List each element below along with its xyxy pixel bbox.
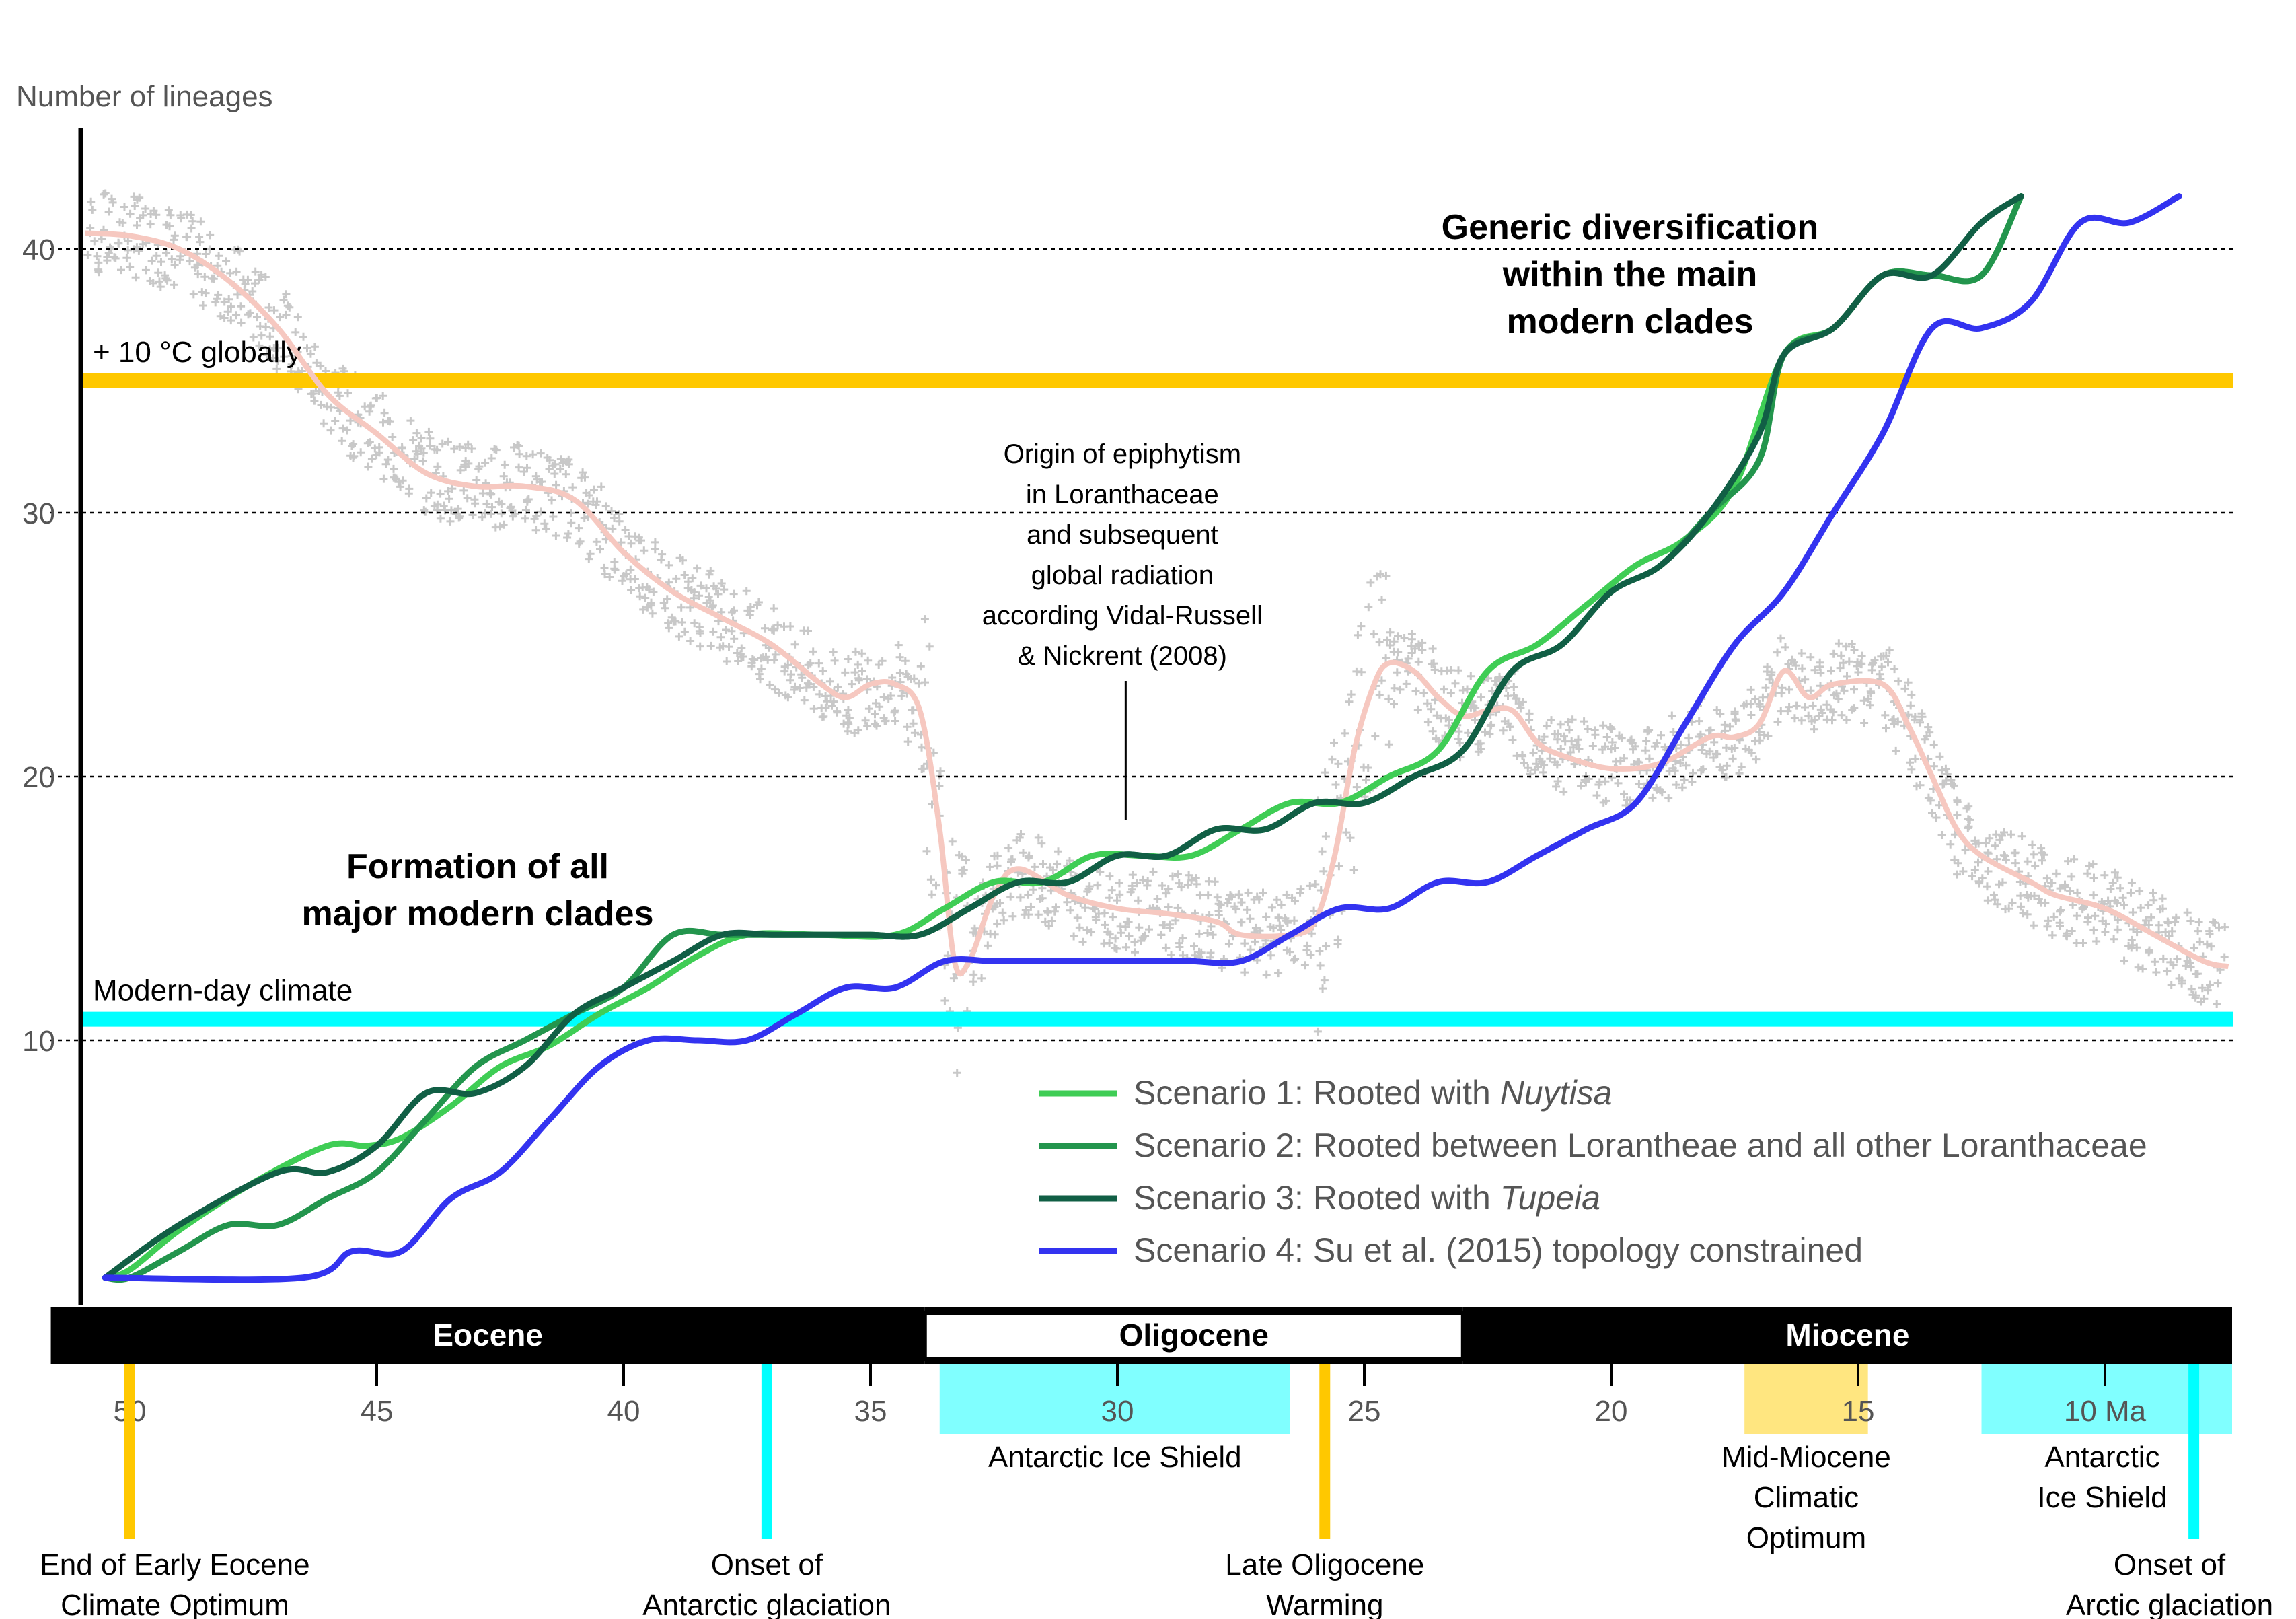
climate-event-label-5-0: Mid-Miocene (1721, 1441, 1891, 1474)
reference-lines: + 10 °C globally Modern-day climate (81, 336, 2233, 1027)
series-lines (102, 193, 2182, 1283)
y-tick-label-10: 10 (22, 1025, 55, 1058)
climate-band-0 (939, 1364, 1290, 1434)
reference-line-0 (81, 373, 2233, 388)
climate-event-label-6-1: Ice Shield (2037, 1481, 2167, 1514)
axes: Number of lineages1020304050454035302520… (16, 80, 2147, 1428)
x-tick-label-15: 15 (1842, 1395, 1875, 1428)
y-tick-label-30: 30 (22, 497, 55, 530)
annotation-clades-0: Formation of all (346, 847, 609, 886)
epoch-bar: Eocene Oligocene Miocene (50, 1307, 2232, 1364)
climate-event-line-2 (1319, 1364, 1331, 1539)
x-tick-label-30: 30 (1101, 1395, 1134, 1428)
series-line-4 (102, 193, 2182, 1283)
epoch-label-2: Miocene (1785, 1318, 1909, 1353)
epoch-block-2 (1462, 1307, 2232, 1364)
reference-label-1: Modern-day climate (93, 974, 353, 1007)
climate-event-markers: End of Early Eocene Climate Optimum Onset … (40, 1364, 2273, 1619)
legend: Scenario 1: Rooted with Nuytisa Scenario … (1039, 1074, 2147, 1269)
annotation-diversification-2: modern clades (1506, 302, 1753, 341)
legend-label-3: Scenario 3: Rooted with Tupeia (1134, 1179, 1600, 1217)
x-tick-label-40: 40 (607, 1395, 640, 1428)
annotation-epiphytism-1: in Loranthaceae (1026, 480, 1219, 509)
climate-event-label-1-1: Antarctic glaciation (642, 1589, 891, 1619)
epoch-label-0: Eocene (433, 1318, 543, 1353)
climate-event-label-3-0: Onset of (2114, 1548, 2226, 1581)
climate-event-label-2-1: Warming (1266, 1589, 1383, 1619)
annotation-diversification-0: Generic diversification (1442, 208, 1819, 247)
annotation-epiphytism-0: Origin of epiphytism (1004, 439, 1241, 469)
climate-event-line-1 (761, 1364, 772, 1539)
series-line-3 (102, 193, 2024, 1281)
climate-event-line-0 (124, 1364, 135, 1539)
climate-event-label-0-0: End of Early Eocene (40, 1548, 309, 1581)
climate-event-label-5-1: Climatic (1754, 1481, 1859, 1514)
climate-event-label-5-2: Optimum (1746, 1521, 1866, 1554)
x-tick-label-35: 35 (854, 1395, 887, 1428)
x-tick-label-10: 10 Ma (2064, 1395, 2147, 1428)
climate-event-label-6-0: Antarctic (2044, 1441, 2159, 1474)
legend-label-2: Scenario 2: Rooted between Lorantheae an… (1134, 1126, 2147, 1164)
legend-label-4: Scenario 4: Su et al. (2015) topology co… (1134, 1231, 1863, 1269)
annotation-diversification-1: within the main (1502, 255, 1757, 294)
annotations: Formation of all major modern clades Gener… (301, 208, 1818, 933)
climate-event-line-3 (2188, 1364, 2200, 1539)
x-tick-label-45: 45 (361, 1395, 394, 1428)
y-tick-label-20: 20 (22, 761, 55, 794)
x-tick-label-25: 25 (1348, 1395, 1381, 1428)
epoch-block-0 (50, 1307, 925, 1364)
climate-event-label-1-0: Onset of (711, 1548, 823, 1581)
climate-event-label-0-1: Climate Optimum (61, 1589, 289, 1619)
epoch-label-1: Oligocene (1119, 1318, 1269, 1353)
climate-event-label-3-1: Arctic glaciation (2066, 1589, 2273, 1619)
annotation-epiphytism-5: & Nickrent (2008) (1018, 641, 1227, 671)
climate-curve-line (85, 230, 2229, 977)
reference-line-1 (81, 1011, 2233, 1027)
y-tick-label-40: 40 (22, 233, 55, 266)
annotation-clades-1: major modern clades (301, 894, 653, 933)
legend-label-1: Scenario 1: Rooted with Nuytisa (1134, 1074, 1613, 1112)
reference-label-0: + 10 °C globally (93, 336, 301, 369)
x-tick-label-20: 20 (1595, 1395, 1628, 1428)
annotation-epiphytism-4: according Vidal-Russell (982, 601, 1263, 631)
annotation-epiphytism-2: and subsequent (1027, 520, 1218, 550)
climate-band-1 (1744, 1364, 1868, 1434)
climate-event-label-2-0: Late Oligocene (1225, 1548, 1424, 1581)
climate-curve (85, 230, 2229, 977)
climate-event-label-4-0: Antarctic Ice Shield (988, 1441, 1242, 1474)
gridlines (50, 248, 2233, 1042)
annotation-epiphytism-3: global radiation (1031, 561, 1214, 590)
y-axis-label: Number of lineages (16, 80, 273, 113)
